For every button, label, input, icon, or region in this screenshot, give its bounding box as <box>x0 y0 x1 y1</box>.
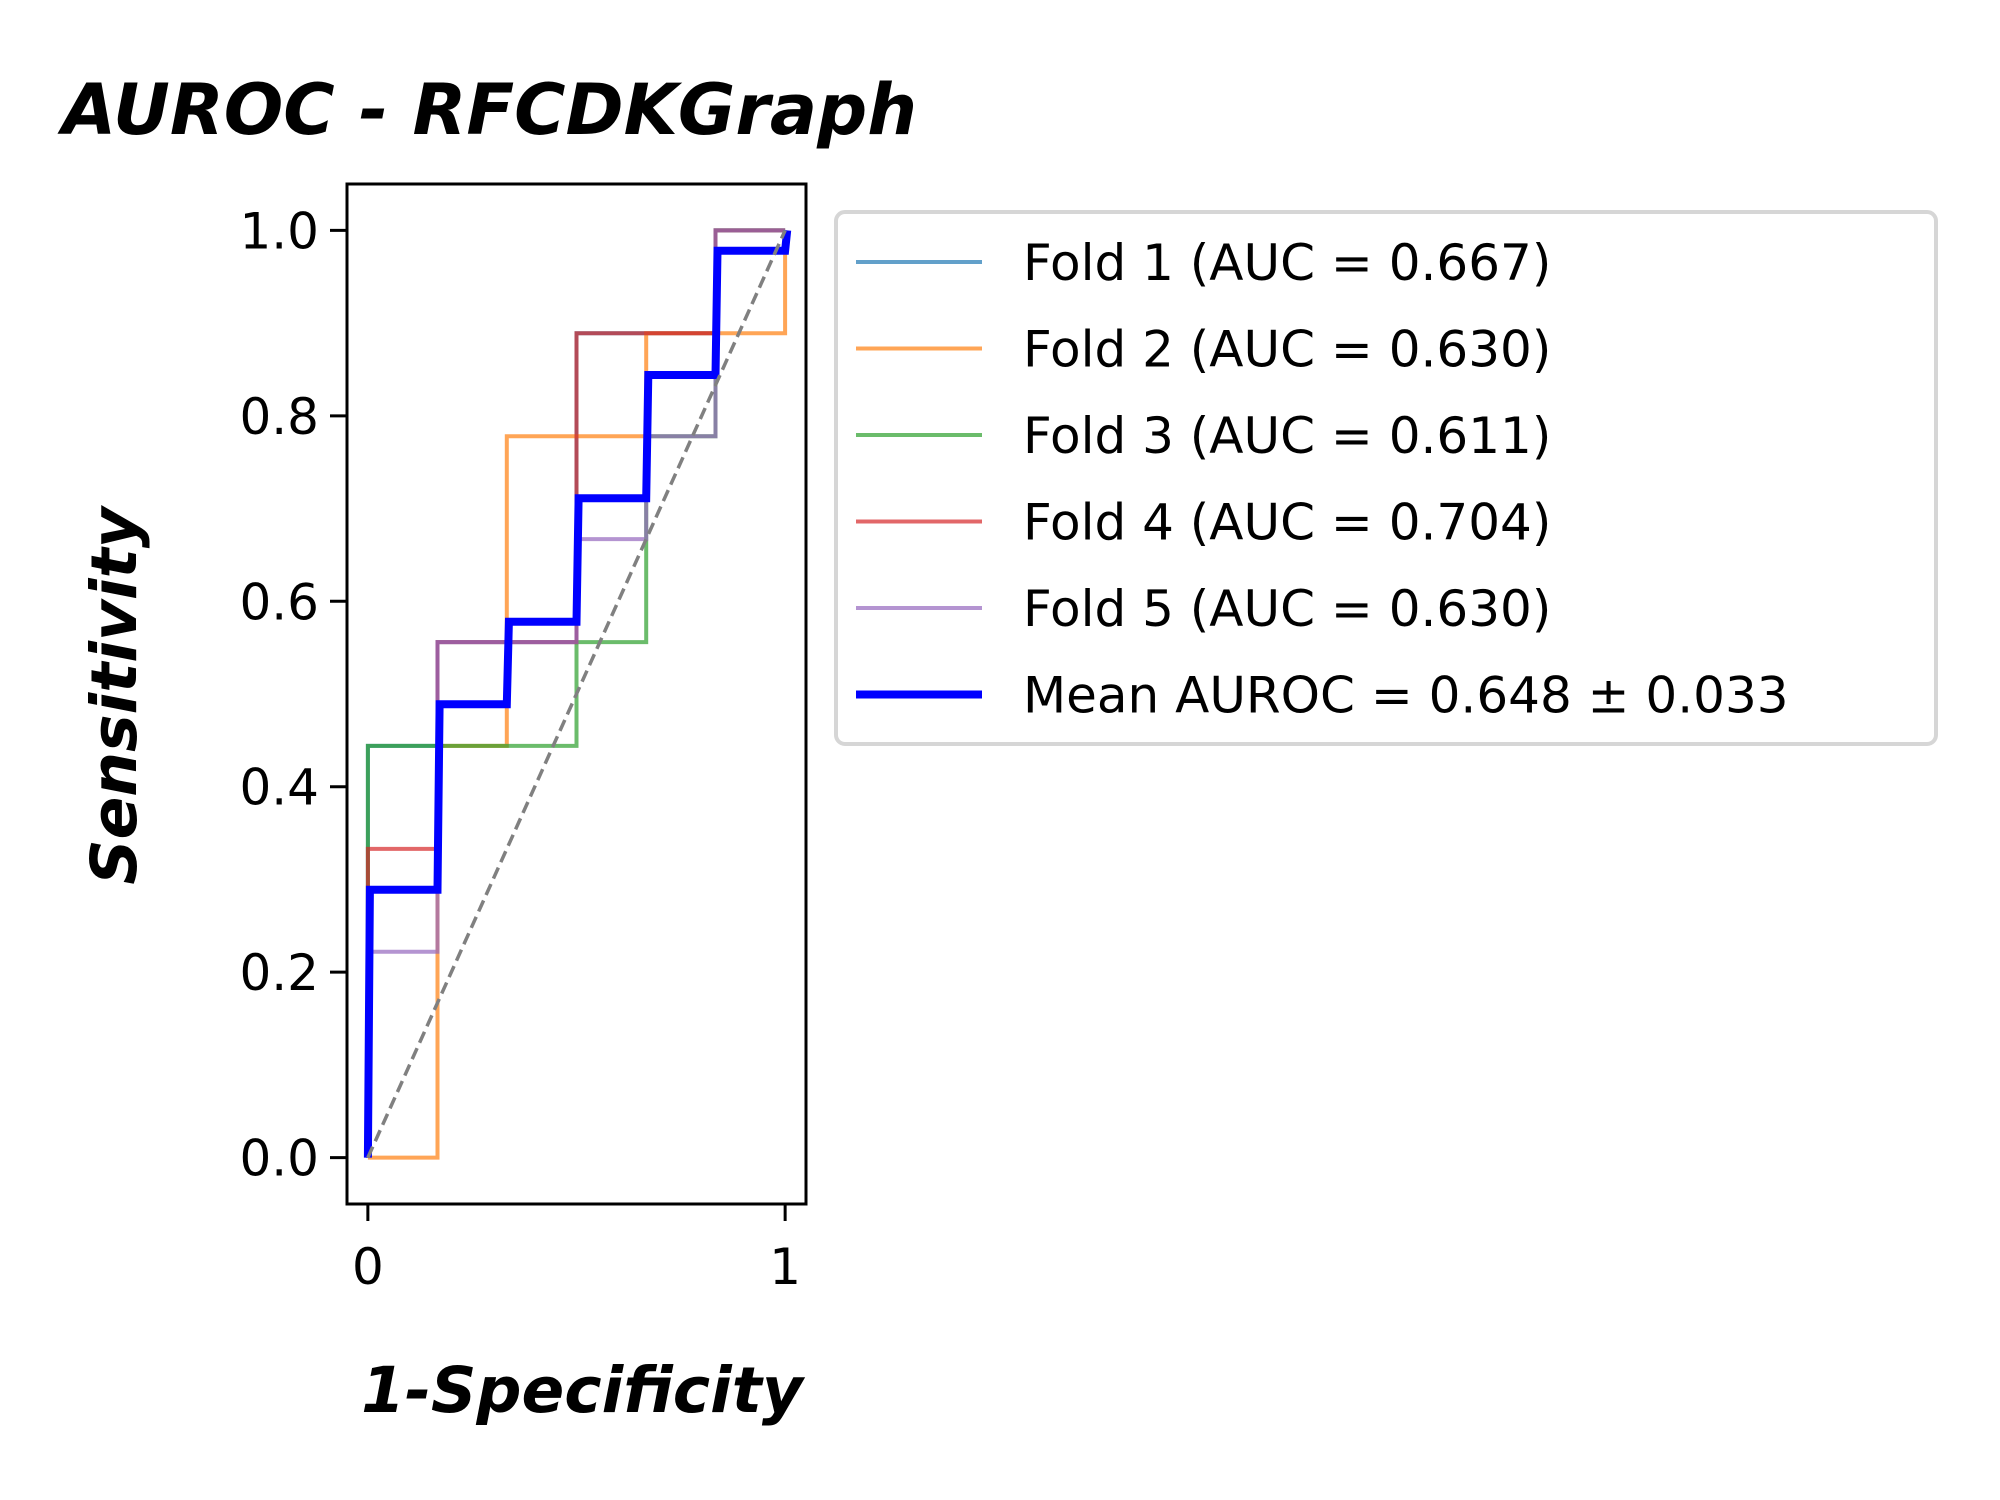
x-axis-label: 1-Specificity <box>361 1354 806 1427</box>
plot-frame <box>345 182 808 1206</box>
chart-title: AUROC - RFCDKGraph <box>57 69 917 151</box>
axis-ticks: 0.0 0.2 0.4 0.6 0.8 1.0 0 1 <box>239 202 801 1296</box>
legend-entry-label: Fold 1 (AUC = 0.667) <box>1023 234 1551 292</box>
legend: Fold 1 (AUC = 0.667) Fold 2 (AUC = 0.630)… <box>834 210 1938 746</box>
plot-area <box>345 182 808 1206</box>
legend-entry-label: Fold 2 (AUC = 0.630) <box>1023 321 1551 379</box>
y-axis-label: Sensitivity <box>78 504 151 885</box>
y-tick-label: 0.2 <box>239 944 319 1002</box>
legend-frame <box>834 210 1938 746</box>
x-tick-label: 1 <box>769 1238 801 1296</box>
series-lines <box>363 228 792 1160</box>
chance-reference-line <box>366 229 787 1159</box>
y-tick-label: 1.0 <box>239 202 319 260</box>
legend-entry-label: Fold 5 (AUC = 0.630) <box>1023 580 1551 638</box>
y-tick-label: 0.0 <box>239 1130 319 1188</box>
y-tick-label: 0.6 <box>239 573 319 631</box>
x-tick-label: 0 <box>352 1238 384 1296</box>
mean-roc-line <box>363 229 792 1158</box>
legend-entry-label: Fold 4 (AUC = 0.704) <box>1023 494 1551 552</box>
legend-entry-label: Fold 3 (AUC = 0.611) <box>1023 407 1551 465</box>
y-tick-label: 0.4 <box>239 759 319 817</box>
legend-entry-label: Mean AUROC = 0.648 ± 0.033 <box>1023 667 1789 725</box>
y-tick-label: 0.8 <box>239 388 319 446</box>
